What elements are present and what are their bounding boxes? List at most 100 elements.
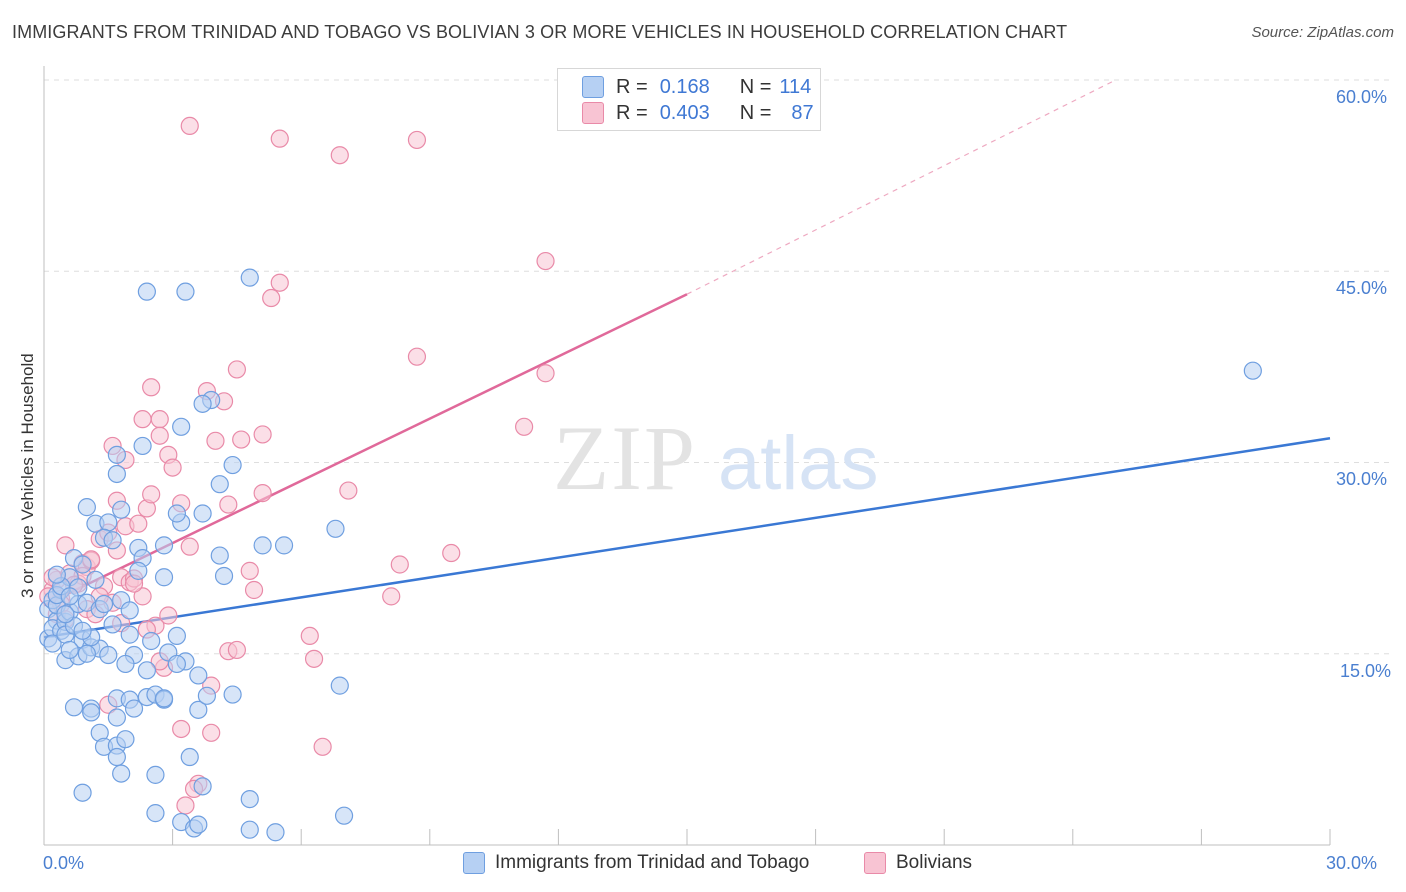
bolivians-point [407, 347, 427, 366]
axes [43, 66, 1331, 846]
trinidad-point [167, 626, 186, 646]
trinidad-point [223, 685, 242, 704]
trinidad-point [73, 555, 92, 574]
bolivians-point [240, 561, 259, 580]
bolivians-point [442, 543, 461, 563]
legend-blue-n: 114 [779, 75, 812, 98]
trinidad-point [146, 765, 165, 784]
pink-swatch [582, 102, 604, 124]
bolivians-point [270, 273, 289, 292]
legend-n-label: N = [739, 75, 772, 98]
trinidad-point [176, 282, 195, 301]
trinidad-point [107, 708, 126, 727]
bolivians-point [232, 430, 251, 449]
trinidad-point [73, 621, 92, 640]
bolivians-trend-line [43, 293, 688, 607]
trinidad-point [154, 536, 174, 555]
bolivians-point [172, 719, 191, 739]
bolivians-point [339, 481, 358, 500]
bolivians-point [300, 626, 319, 646]
trinidad-point [103, 531, 122, 550]
blue-trend-group [43, 437, 1331, 639]
trinidad-point [107, 445, 126, 464]
trinidad-point [193, 394, 212, 413]
bolivians-point [150, 410, 169, 429]
trinidad-point [240, 820, 259, 839]
trinidad-point [197, 686, 216, 705]
bolivians-point [270, 129, 289, 148]
trinidad-point [99, 645, 118, 665]
zipatlas-watermark: ZIP atlas [553, 407, 879, 509]
trinidad-point [167, 504, 186, 523]
bolivians-point [150, 426, 169, 445]
bolivians-point [515, 417, 534, 436]
legend-row-pink: R = 0.403 N = 87 [582, 101, 814, 125]
trinidad-point [330, 676, 349, 695]
trinidad-point [124, 699, 144, 718]
bolivians-point [253, 484, 272, 503]
trinidad-point [120, 601, 139, 620]
trinidad-point [133, 436, 152, 456]
source-credit: Source: ZipAtlas.com [1251, 24, 1394, 41]
bolivians-point [206, 431, 225, 450]
bolivians-point [142, 378, 161, 397]
trinidad-point [189, 700, 208, 719]
watermark-zip: ZIP [553, 407, 697, 509]
pink-trend-group [43, 79, 1116, 607]
series-legend-blue: Immigrants from Trinidad and Tobago [463, 852, 809, 874]
bolivians-point [313, 737, 332, 756]
trinidad-point [60, 587, 79, 606]
trinidad-point [137, 282, 156, 301]
trinidad-point [253, 536, 272, 555]
trinidad-point [112, 500, 131, 519]
legend-blue-r: 0.168 [659, 75, 710, 98]
trinidad-point [1243, 361, 1262, 380]
trinidad-point [167, 654, 186, 674]
y-axis-label: 3 or more Vehicles in Household [18, 353, 37, 598]
trinidad-points [39, 268, 1262, 842]
y-tick-45: 45.0% [1336, 278, 1388, 298]
bolivians-point [180, 537, 199, 556]
trinidad-point [120, 625, 139, 644]
trinidad-point [129, 561, 148, 580]
bolivians-point [219, 495, 238, 514]
bolivians-point [262, 288, 281, 308]
trinidad-point [326, 519, 345, 538]
bolivians-point [129, 514, 148, 533]
trinidad-point [210, 475, 229, 494]
stats-legend: R = 0.168 N = 114 R = 0.403 N = 87 [557, 68, 821, 131]
pink-legend-label: Bolivians [896, 852, 973, 873]
x-tick-max: 30.0% [1326, 853, 1378, 873]
trinidad-point [193, 504, 212, 523]
blue-legend-label: Immigrants from Trinidad and Tobago [495, 852, 810, 873]
trinidad-point [193, 777, 212, 796]
trinidad-point [266, 823, 285, 842]
pink-legend-swatch [864, 852, 886, 874]
bolivians-point [227, 640, 246, 660]
trinidad-point [77, 644, 96, 663]
bolivians-point [133, 410, 152, 429]
trinidad-point [107, 747, 126, 767]
trinidad-point [99, 513, 118, 532]
legend-row-blue: R = 0.168 N = 114 [582, 75, 811, 99]
trinidad-point [172, 417, 191, 436]
bolivians-point [202, 723, 221, 742]
bolivians-point [304, 649, 324, 668]
trinidad-point [180, 747, 199, 767]
trinidad-point [64, 698, 84, 717]
trinidad-trend-line [43, 437, 1331, 639]
trinidad-point [43, 634, 62, 653]
trinidad-point [77, 498, 96, 517]
bolivians-point [407, 130, 427, 150]
trinidad-point [94, 594, 114, 614]
trinidad-point [56, 605, 75, 624]
trinidad-point [146, 804, 165, 823]
bolivians-point [227, 360, 246, 379]
x-tick-min: 0.0% [43, 853, 85, 873]
bolivians-point [180, 116, 199, 136]
legend-pink-r: 0.403 [659, 101, 710, 124]
blue-legend-swatch [463, 852, 485, 874]
legend-n-label: N = [739, 101, 772, 124]
trinidad-point [137, 661, 156, 680]
trinidad-point [189, 666, 208, 685]
